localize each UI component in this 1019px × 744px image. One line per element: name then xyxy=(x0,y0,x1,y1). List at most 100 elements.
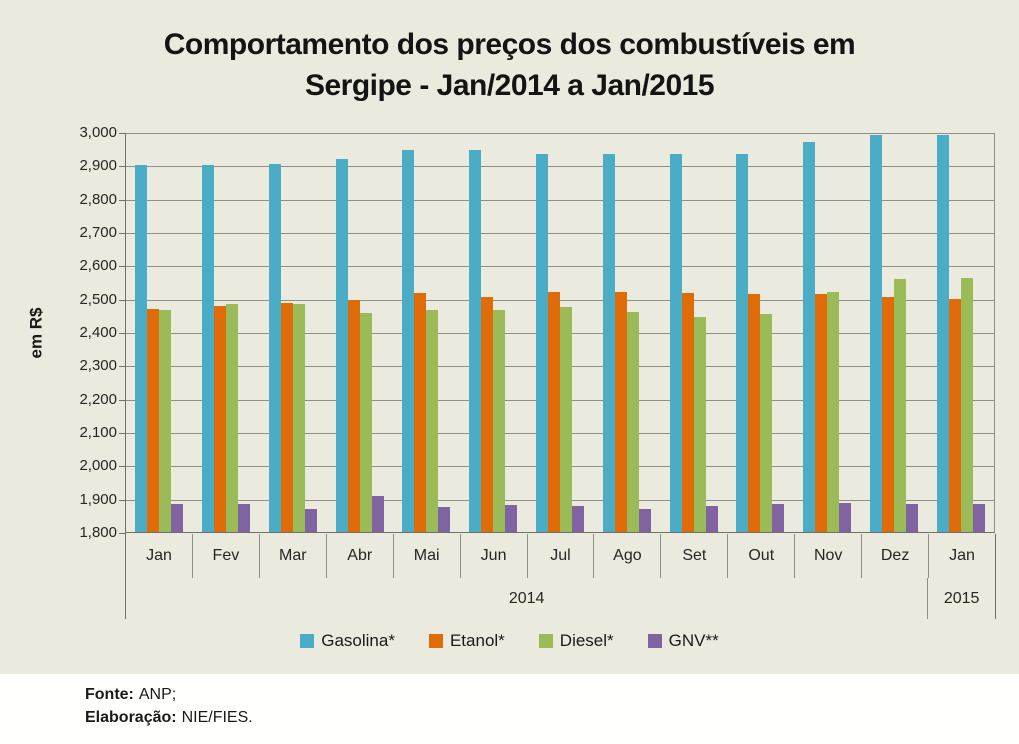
x-axis-month-label-jan-0: Jan xyxy=(126,534,193,578)
y-axis-tick-mark xyxy=(119,333,126,334)
y-axis-tick-label: 2,300 xyxy=(79,357,117,375)
bar-etanol-mai-4 xyxy=(414,292,427,532)
bar-diesel-fev-1 xyxy=(226,304,239,532)
bar-gnv-dez-11 xyxy=(905,504,918,532)
bar-diesel-jul-6 xyxy=(559,306,572,532)
bar-gasolina-fev-1 xyxy=(202,165,215,532)
bar-diesel-mar-2 xyxy=(292,304,305,532)
bar-gasolina-jun-5 xyxy=(469,150,482,532)
bar-group-jan-12 xyxy=(927,133,994,532)
chart-title-line-1: Comportamento dos preços dos combustívei… xyxy=(163,28,856,61)
legend-item-diesel: Diesel* xyxy=(538,631,614,651)
bar-group-ago-7 xyxy=(593,133,660,532)
plot-area xyxy=(119,133,995,534)
elaboracao-value: NIE/FIES. xyxy=(181,709,253,726)
chart-title: Comportamento dos preços dos combustívei… xyxy=(0,24,1019,106)
bar-group-jul-6 xyxy=(527,133,594,532)
legend: Gasolina* Etanol* Diesel* GNV** xyxy=(0,631,1019,651)
y-axis-tick-mark xyxy=(119,266,126,268)
bar-gnv-jun-5 xyxy=(505,505,518,532)
bar-gnv-ago-7 xyxy=(638,509,651,532)
x-axis-month-label-mai-4: Mai xyxy=(394,534,461,578)
bar-gnv-jul-6 xyxy=(571,506,584,532)
bar-etanol-jan-0 xyxy=(147,308,160,532)
bar-gasolina-ago-7 xyxy=(602,153,615,532)
y-axis-tick-label: 2,900 xyxy=(79,157,117,175)
bar-diesel-jun-5 xyxy=(493,310,506,532)
bar-diesel-dez-11 xyxy=(893,278,906,532)
legend-swatch-icon xyxy=(428,634,443,648)
bar-etanol-abr-3 xyxy=(347,300,360,532)
bar-gasolina-dez-11 xyxy=(869,135,882,532)
legend-item-gasolina: Gasolina* xyxy=(300,631,395,651)
x-axis-month-label-mar-2: Mar xyxy=(260,534,327,578)
y-axis-tick-mark xyxy=(119,133,126,134)
bar-diesel-out-9 xyxy=(760,313,773,532)
bar-gasolina-mai-4 xyxy=(402,150,415,532)
y-axis-tick-label: 2,100 xyxy=(79,424,117,441)
bar-diesel-ago-7 xyxy=(626,312,639,532)
bar-group-abr-3 xyxy=(326,133,393,532)
y-axis-tick-label: 1,900 xyxy=(79,490,117,508)
y-axis-tick-label: 2,200 xyxy=(79,390,117,408)
gridline xyxy=(126,199,994,201)
gridline xyxy=(126,166,994,168)
x-axis-month-labels: Jan Fev Mar Abr Mai Jun Jul Ago Set Out Nov Dez Jan xyxy=(125,534,996,578)
x-axis-year-labels: 2014 2015 xyxy=(125,578,996,619)
fonte-label: Fonte: xyxy=(85,686,134,703)
legend-label: Etanol* xyxy=(449,631,505,650)
bar-diesel-jan-0 xyxy=(159,310,172,532)
y-axis-tick-mark xyxy=(119,233,126,234)
y-axis-tick-mark xyxy=(119,299,126,301)
bar-gasolina-out-9 xyxy=(736,153,749,532)
bar-group-out-9 xyxy=(727,133,794,532)
y-axis-tick-mark xyxy=(119,366,126,368)
bar-gasolina-mar-2 xyxy=(268,163,281,532)
bar-gnv-mar-2 xyxy=(304,508,317,532)
x-axis-month-label-jan-12: Jan xyxy=(949,547,975,564)
bar-group-dez-11 xyxy=(860,133,927,532)
bar-etanol-ago-7 xyxy=(614,292,627,532)
bar-group-jan-0 xyxy=(126,133,193,532)
y-axis-tick-mark xyxy=(119,399,126,401)
footer: Fonte: ANP; Elaboração: NIE/FIES. xyxy=(0,674,1019,744)
bar-gasolina-nov-10 xyxy=(803,142,816,532)
fonte-value: ANP; xyxy=(138,686,177,703)
gridline xyxy=(126,133,994,134)
y-axis-tick-mark xyxy=(119,199,126,201)
y-axis-tick-mark xyxy=(119,433,126,434)
bar-group-jun-5 xyxy=(460,133,527,532)
bar-gasolina-jul-6 xyxy=(535,153,548,532)
x-axis-year-label-2014: 2014 xyxy=(508,589,545,607)
gridline xyxy=(126,299,994,301)
footer-elaboracao-line: Elaboração: NIE/FIES. xyxy=(85,706,1019,729)
y-axis-tick-label: 2,400 xyxy=(79,324,117,341)
y-axis-tick-label: 2,700 xyxy=(79,224,117,241)
x-axis-month-label-out-9: Out xyxy=(728,534,796,578)
bar-etanol-jan-12 xyxy=(948,298,961,532)
bar-group-fev-1 xyxy=(193,133,260,532)
bar-diesel-mai-4 xyxy=(426,310,439,532)
x-axis-month-label-set-8: Set xyxy=(661,534,729,578)
bar-etanol-jul-6 xyxy=(547,292,560,532)
legend-item-gnv: GNV** xyxy=(647,631,719,651)
bar-gnv-fev-1 xyxy=(238,504,251,532)
x-axis-month-label-abr-3: Abr xyxy=(327,534,394,578)
bar-gasolina-abr-3 xyxy=(335,158,348,532)
bar-gnv-out-9 xyxy=(772,503,785,532)
x-axis-month-label-nov-10: Nov xyxy=(795,534,863,578)
bar-etanol-out-9 xyxy=(748,294,761,532)
bar-gnv-mai-4 xyxy=(438,507,451,532)
legend-label: GNV** xyxy=(668,631,719,650)
x-axis-month-label-fev-1: Fev xyxy=(193,534,260,578)
y-axis-tick-mark xyxy=(119,166,126,168)
x-axis-year-label-2015: 2015 xyxy=(927,578,995,619)
x-axis-month-label-ago-7: Ago xyxy=(594,534,662,578)
legend-label: Diesel* xyxy=(559,631,614,650)
legend-swatch-icon xyxy=(538,634,553,648)
y-axis-tick-label: 3,000 xyxy=(79,124,117,141)
bar-etanol-nov-10 xyxy=(815,293,828,532)
legend-label: Gasolina* xyxy=(321,631,395,650)
bar-gnv-nov-10 xyxy=(839,503,852,532)
y-axis-tick-label: 2,500 xyxy=(79,290,117,308)
